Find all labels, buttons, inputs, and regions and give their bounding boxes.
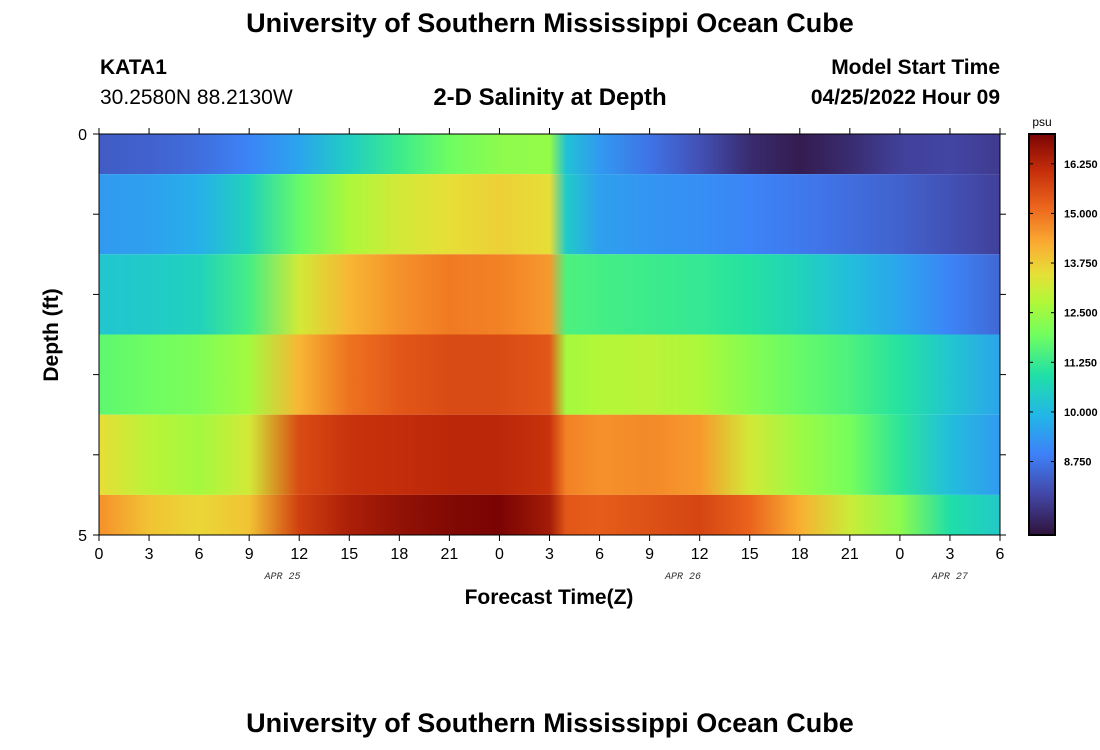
y-axis-label: Depth (ft)	[40, 288, 63, 381]
x-tick-label: 12	[691, 546, 709, 563]
x-tick-label: 18	[390, 546, 408, 563]
colorbar-unit: psu	[1032, 115, 1051, 129]
x-tick-label: 18	[791, 546, 809, 563]
y-tick-label: 5	[78, 528, 87, 545]
x-date-label: APR 26	[664, 572, 701, 583]
x-tick-label: 0	[495, 546, 504, 563]
colorbar-ticks: 16.250 15.000 13.750 12.500 11.250 10.000 8.75…	[1029, 159, 1098, 469]
footer-title: University of Southern Mississippi Ocean…	[246, 708, 854, 738]
x-axis-label: Forecast Time(Z)	[465, 586, 634, 609]
colorbar-tick-label: 8.750	[1064, 457, 1092, 469]
colorbar-tick-label: 12.500	[1064, 308, 1098, 320]
x-tick-label: 6	[595, 546, 604, 563]
model-start-label: Model Start Time	[831, 56, 1000, 79]
colorbar-tick-label: 11.250	[1064, 357, 1097, 369]
page-title: University of Southern Mississippi Ocean…	[246, 8, 854, 38]
x-tick-label: 12	[290, 546, 308, 563]
y-tick-label: 0	[78, 127, 87, 144]
x-tick-label: 3	[545, 546, 554, 563]
colorbar-tick-label: 10.000	[1064, 407, 1098, 419]
x-tick-label: 3	[145, 546, 154, 563]
colorbar-scale	[1028, 133, 1056, 536]
station-coordinates: 30.2580N 88.2130W	[100, 86, 293, 109]
colorbar-tick-label: 16.250	[1064, 159, 1098, 171]
heatmap-layer	[99, 134, 1000, 175]
heatmap-layer	[99, 494, 1000, 535]
colorbar: psu 16.250 15.000 13.750 12.500 11.250 10.000…	[1028, 115, 1098, 536]
x-tick-label: 9	[645, 546, 654, 563]
x-tick-label: 0	[95, 546, 104, 563]
station-id: KATA1	[100, 56, 167, 79]
x-axis: 0 3 6 9 12 15 18 21 0 3 6 9 12 15 18 21 0 3 6 APR 25 APR 26 A…	[95, 128, 1005, 583]
x-date-label: APR 25	[264, 572, 301, 583]
heatmap-layer	[99, 334, 1000, 415]
heatmap-layer	[99, 414, 1000, 495]
x-tick-label: 0	[895, 546, 904, 563]
x-tick-label: 6	[195, 546, 204, 563]
heatmap-layer	[99, 174, 1000, 255]
x-date-label: APR 27	[931, 572, 968, 583]
heatmap-layer	[99, 254, 1000, 335]
x-tick-label: 9	[245, 546, 254, 563]
chart-subtitle: 2-D Salinity at Depth	[433, 84, 667, 111]
model-start-value: 04/25/2022 Hour 09	[810, 86, 1000, 109]
x-tick-label: 6	[996, 546, 1005, 563]
colorbar-tick-label: 13.750	[1064, 258, 1098, 270]
y-axis: 05	[78, 127, 1006, 545]
x-tick-label: 3	[945, 546, 954, 563]
x-tick-label: 21	[440, 546, 458, 563]
x-tick-label: 15	[340, 546, 358, 563]
heatmap-layers	[99, 134, 1000, 535]
x-tick-label: 15	[741, 546, 759, 563]
x-tick-label: 21	[841, 546, 859, 563]
colorbar-tick-label: 15.000	[1064, 208, 1098, 220]
